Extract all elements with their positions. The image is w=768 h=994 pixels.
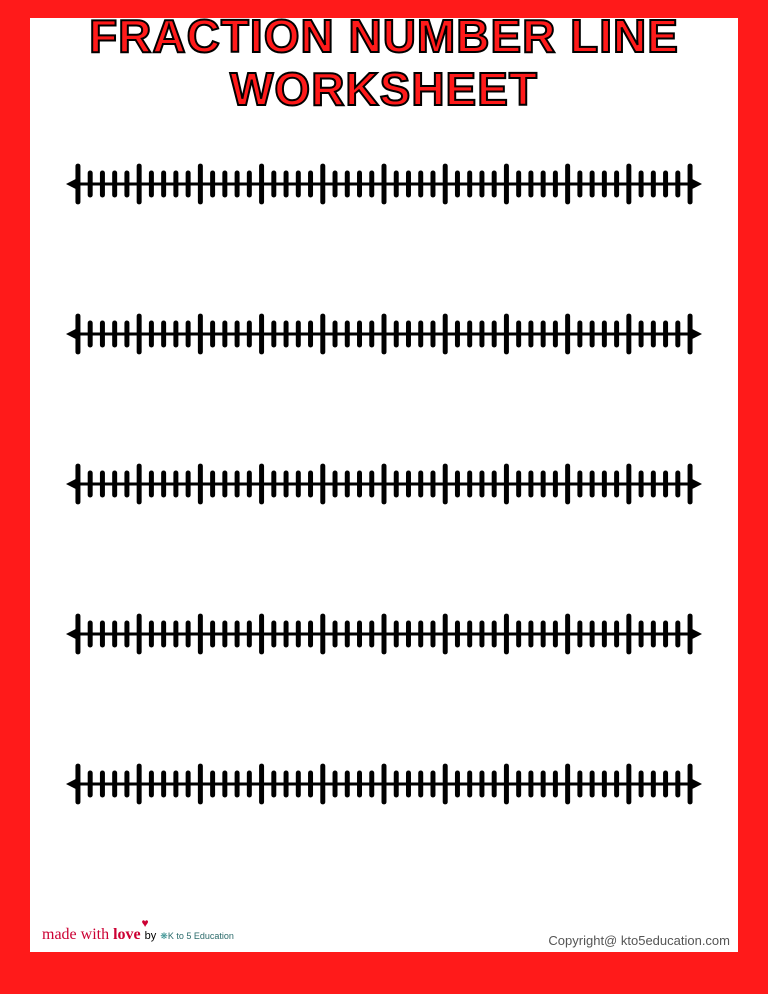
credit-badge: made with ♥ love by ❋K to 5 Education bbox=[42, 926, 234, 944]
page-title: FRACTION NUMBER LINE WORKSHEET bbox=[60, 10, 708, 116]
number-line-2 bbox=[60, 304, 708, 364]
number-line-5 bbox=[60, 754, 708, 814]
credit-love: love bbox=[113, 926, 141, 943]
worksheet-page: FRACTION NUMBER LINE WORKSHEET made with… bbox=[30, 18, 738, 952]
credit-by: by bbox=[145, 930, 157, 942]
title-line-1: FRACTION NUMBER LINE bbox=[89, 10, 679, 62]
copyright-text: Copyright@ kto5education.com bbox=[548, 933, 730, 948]
credit-brand: ❋K to 5 Education bbox=[160, 931, 234, 941]
number-line-3 bbox=[60, 454, 708, 514]
number-line-4 bbox=[60, 604, 708, 664]
leaf-icon: ❋ bbox=[160, 931, 168, 941]
credit-made-with: made with bbox=[42, 926, 109, 943]
heart-icon: ♥ bbox=[142, 916, 149, 931]
number-line-1 bbox=[60, 154, 708, 214]
title-line-2: WORKSHEET bbox=[230, 63, 538, 115]
number-lines-container bbox=[60, 154, 708, 814]
